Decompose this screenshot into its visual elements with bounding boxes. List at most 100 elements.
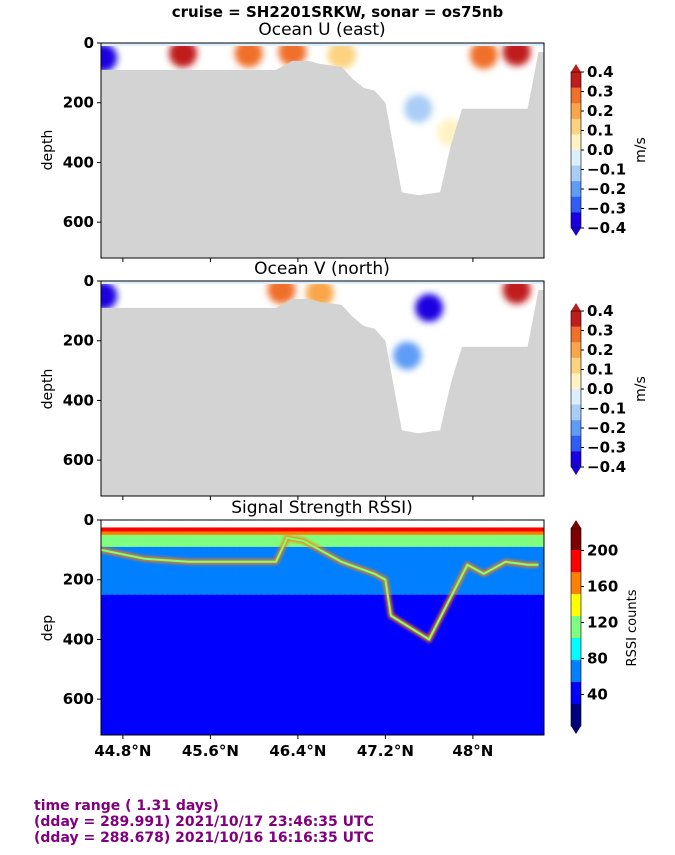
rssi-deep-cell [111,594,119,735]
colorbar-segment [571,118,581,135]
rssi-deep-cell [527,594,534,735]
rssi-deep-cell [172,594,180,735]
rssi-mid-cell [316,546,324,595]
rssi-mid-cell [145,546,152,595]
rssi-mid-cell [516,546,523,595]
rssi-mid-cell [128,546,135,595]
rssi-mid-cell [167,546,174,595]
rssi-near-cell [145,534,152,547]
rssi-near-cell [272,534,279,547]
colorbar-extend-top [571,520,581,528]
rssi-deep-cell [493,594,501,735]
colorbar-segment [571,572,581,595]
rssi-deep-cell [383,594,390,735]
rssi-mid-cell [266,546,274,595]
velocity-feature [469,43,498,69]
rssi-near-cell [139,534,147,547]
rssi-near-cell [161,534,169,547]
x-tick-label: 47.2°N [357,742,414,760]
rssi-near-cell [344,534,351,547]
rssi-near-cell [460,534,468,547]
rssi-deep-cell [477,594,484,735]
rssi-near-cell [349,534,357,547]
x-tick-label: 44.8°N [94,742,151,760]
rssi-deep-cell [289,594,296,735]
velocity-feature [101,43,118,72]
rssi-near-cell [444,534,451,547]
rssi-deep-cell [449,594,457,735]
rssi-near-cell [250,534,257,547]
y-tick-label: 200 [63,571,94,589]
rssi-mid-cell [333,546,340,595]
rssi-near-cell [261,534,268,547]
rssi-near-cell [527,534,534,547]
rssi-deep-cell [510,594,518,735]
rssi-mid-cell [272,546,279,595]
velocity-feature [393,341,422,370]
panel-rssi: Signal Strength RSSI) 0 200 400 600 dep 200… [40,498,640,736]
rssi-mid-cell [416,546,423,595]
panel-title-rssi: Signal Strength RSSI) [231,498,413,518]
rssi-near-cell [228,534,235,547]
rssi-deep-cell [261,594,268,735]
colorbar-extend-bottom [571,467,581,475]
rssi-near-cell [477,534,484,547]
colorbar-tick-label: 0.2 [587,102,614,120]
rssi-surface-line [101,527,544,532]
rssi-near-cell [488,534,495,547]
ocean-v-colorbar: 0.4 0.30.2 0.10.0 −0.1−0.2 −0.3−0.4 [570,302,626,476]
rssi-deep-cell [106,594,113,735]
y-tick-label: 600 [63,690,94,708]
start-time-line: (dday = 288.678) 2021/10/16 16:16:35 UTC [34,830,374,846]
rssi-mid-cell [493,546,501,595]
rssi-mid-cell [383,546,390,595]
surface-band [101,43,544,46]
rssi-near-cell [167,534,174,547]
rssi-near-cell [150,534,158,547]
colorbar-tick-label: 0.4 [587,63,614,81]
rssi-near-cell [156,534,163,547]
colorbar-segment [571,311,581,328]
rssi-deep-cell [283,594,291,735]
rssi-ylabel: dep [40,615,56,642]
colorbar-tick-label: 0.1 [587,361,614,379]
rssi-mid-cell [156,546,163,595]
rssi-near-cell [183,534,191,547]
velocity-feature [234,43,263,68]
rssi-mid-cell [189,546,196,595]
colorbar-extend-top [571,64,581,72]
rssi-near-cell [499,534,506,547]
ocean-u-colorbar: 0.4 0.30.2 0.10.0 −0.1−0.2 −0.3−0.4 [570,63,626,237]
velocity-feature [101,281,118,310]
rssi-deep-cell [349,594,357,735]
colorbar-tick-label: −0.3 [587,200,626,218]
colorbar-segment [571,196,581,213]
colorbar-segment [571,682,581,705]
rssi-deep-cell [488,594,495,735]
ocean-u-y-ticks: 0 200 400 600 [63,34,101,231]
panel-title-u: Ocean U (east) [258,20,385,40]
rssi-deep-cell [455,594,462,735]
rssi-deep-cell [327,594,335,735]
rssi-mid-cell [150,546,158,595]
x-tick-label: 46.4°N [269,742,326,760]
rssi-deep-cell [128,594,135,735]
y-tick-label: 0 [84,272,94,290]
rssi-deep-cell [300,594,307,735]
rssi-deep-cell [316,594,324,735]
rssi-deep-cell [388,594,396,735]
ocean-v-heatmap [101,281,544,496]
rssi-mid-cell [372,546,379,595]
rssi-colorbar: 200 160 120 80 40 [570,520,618,734]
rssi-deep-cell [228,594,235,735]
rssi-near-cell [538,534,544,547]
time-range-footer: time range ( 1.31 days) (dday = 289.991)… [34,798,374,846]
rssi-deep-cell [532,594,540,735]
rssi-near-cell [189,534,196,547]
rssi-near-cell [383,534,390,547]
colorbar-tick-label: 200 [587,542,618,560]
rssi-mid-cell [349,546,357,595]
x-tick-label: 45.6°N [182,742,239,760]
colorbar-extend-bottom [571,726,581,734]
